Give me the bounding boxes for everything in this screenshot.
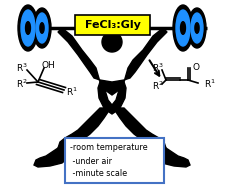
FancyBboxPatch shape xyxy=(75,15,150,35)
Ellipse shape xyxy=(21,10,35,46)
Polygon shape xyxy=(58,28,167,95)
Ellipse shape xyxy=(18,5,38,51)
Text: -room temperature: -room temperature xyxy=(70,143,148,153)
Ellipse shape xyxy=(36,13,48,43)
Ellipse shape xyxy=(180,22,185,34)
Ellipse shape xyxy=(33,8,51,48)
Polygon shape xyxy=(98,82,126,114)
Text: FeCl₃:Gly: FeCl₃:Gly xyxy=(85,20,140,30)
Polygon shape xyxy=(34,148,68,167)
FancyBboxPatch shape xyxy=(65,138,164,183)
Ellipse shape xyxy=(195,23,199,33)
Polygon shape xyxy=(156,148,190,167)
Text: -minute scale: -minute scale xyxy=(70,170,127,178)
Text: $\mathregular{R^1}$: $\mathregular{R^1}$ xyxy=(204,78,216,90)
Ellipse shape xyxy=(40,23,44,33)
Ellipse shape xyxy=(176,10,190,46)
Polygon shape xyxy=(58,108,108,152)
Ellipse shape xyxy=(191,13,203,43)
Text: $\mathregular{R^3}$: $\mathregular{R^3}$ xyxy=(16,62,28,74)
Circle shape xyxy=(102,32,122,52)
Text: OH: OH xyxy=(41,60,55,70)
Text: $\mathregular{R^3}$: $\mathregular{R^3}$ xyxy=(152,62,164,74)
Text: $\mathregular{R^2}$: $\mathregular{R^2}$ xyxy=(16,78,28,90)
Ellipse shape xyxy=(173,5,193,51)
Text: -under air: -under air xyxy=(70,156,112,166)
Text: O: O xyxy=(193,64,200,73)
Text: $\mathregular{R^1}$: $\mathregular{R^1}$ xyxy=(66,86,78,98)
Polygon shape xyxy=(116,108,166,152)
Text: $\mathregular{R^2}$: $\mathregular{R^2}$ xyxy=(152,80,164,92)
Ellipse shape xyxy=(188,8,206,48)
Ellipse shape xyxy=(26,22,30,34)
